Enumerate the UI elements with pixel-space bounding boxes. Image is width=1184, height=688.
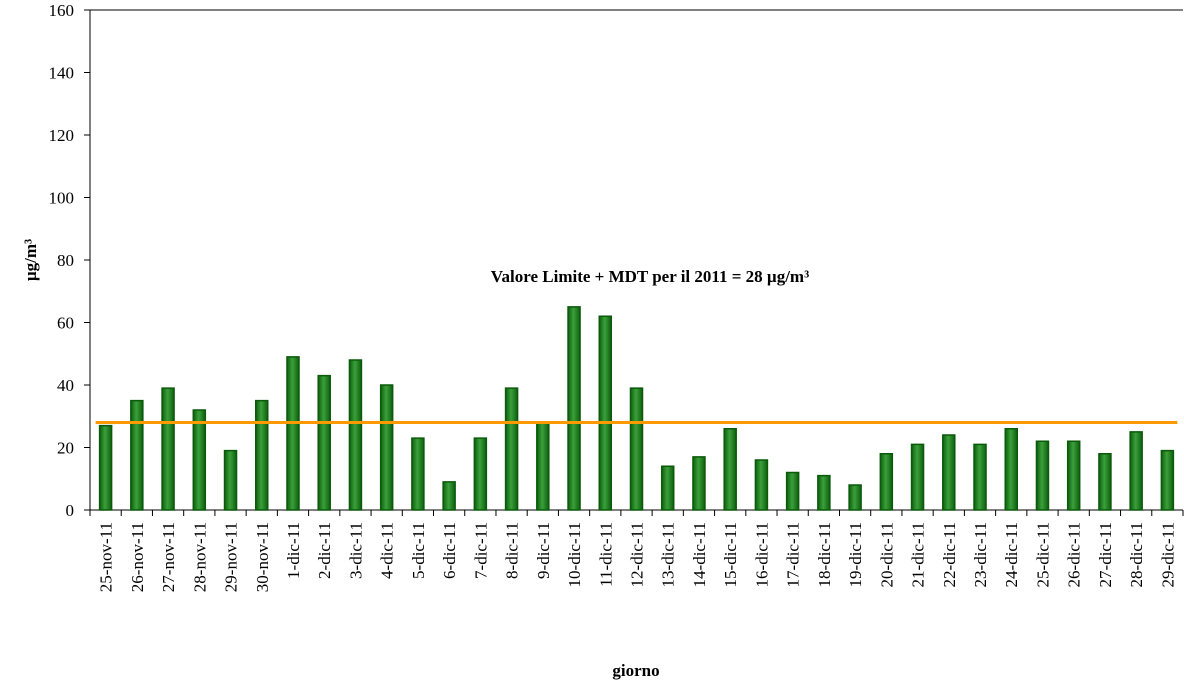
bar xyxy=(1035,440,1050,511)
y-tick-label: 80 xyxy=(57,251,74,270)
x-tick-label: 13-dic-11 xyxy=(659,522,678,587)
bar xyxy=(442,481,456,511)
x-tick-label: 18-dic-11 xyxy=(815,522,834,587)
bar xyxy=(255,399,269,511)
bar xyxy=(567,306,581,511)
bar xyxy=(1066,440,1081,511)
y-tick-label: 120 xyxy=(49,126,75,145)
x-tick-label: 6-dic-11 xyxy=(440,522,459,579)
x-tick-label: 14-dic-11 xyxy=(690,522,709,587)
bar xyxy=(1004,428,1018,511)
bar xyxy=(598,315,613,511)
x-tick-label: 25-nov-11 xyxy=(97,522,116,592)
x-tick-label: 21-dic-11 xyxy=(909,522,928,587)
y-tick-label: 40 xyxy=(57,376,74,395)
x-axis-title: giorno xyxy=(612,661,659,680)
x-tick-label: 20-dic-11 xyxy=(877,522,896,587)
bar xyxy=(723,428,737,511)
x-tick-label: 11-dic-11 xyxy=(596,522,615,587)
y-axis-title: µg/m³ xyxy=(21,239,40,281)
x-tick-label: 27-dic-11 xyxy=(1096,522,1115,587)
x-tick-label: 24-dic-11 xyxy=(1002,522,1021,587)
x-tick-label: 5-dic-11 xyxy=(409,522,428,579)
reference-label: Valore Limite + MDT per il 2011 = 28 µg/… xyxy=(491,267,809,286)
x-tick-label: 8-dic-11 xyxy=(503,522,522,579)
bar xyxy=(629,387,644,511)
bar xyxy=(348,359,363,511)
bar xyxy=(223,449,238,511)
bar xyxy=(192,409,207,511)
bar xyxy=(942,434,956,511)
x-tick-label: 12-dic-11 xyxy=(628,522,647,587)
y-tick-label: 60 xyxy=(57,314,74,333)
x-tick-label: 29-dic-11 xyxy=(1158,522,1177,587)
x-tick-label: 27-nov-11 xyxy=(159,522,178,592)
bar xyxy=(536,421,550,511)
x-tick-label: 1-dic-11 xyxy=(284,522,303,579)
bar xyxy=(411,437,425,511)
x-tick-label: 17-dic-11 xyxy=(784,522,803,587)
bar xyxy=(504,387,519,511)
x-tick-label: 26-dic-11 xyxy=(1065,522,1084,587)
bar xyxy=(848,484,862,511)
x-tick-label: 16-dic-11 xyxy=(752,522,771,587)
bar xyxy=(1160,449,1175,511)
bar xyxy=(785,471,800,511)
bar xyxy=(473,437,488,511)
y-tick-label: 20 xyxy=(57,439,74,458)
bar xyxy=(379,384,394,511)
x-tick-label: 10-dic-11 xyxy=(565,522,584,587)
bar xyxy=(692,456,706,511)
y-tick-label: 140 xyxy=(49,64,75,83)
x-tick-label: 15-dic-11 xyxy=(721,522,740,587)
bar xyxy=(286,356,300,511)
bar xyxy=(879,453,894,511)
x-tick-label: 4-dic-11 xyxy=(378,522,397,579)
bar xyxy=(98,424,113,511)
bar xyxy=(317,374,331,511)
x-tick-label: 7-dic-11 xyxy=(471,522,490,579)
x-tick-label: 30-nov-11 xyxy=(253,522,272,592)
bar xyxy=(1129,431,1143,511)
bar xyxy=(754,459,769,511)
x-tick-label: 3-dic-11 xyxy=(346,522,365,579)
bar xyxy=(910,443,925,511)
y-tick-label: 160 xyxy=(49,1,75,20)
bar xyxy=(973,443,987,511)
x-tick-label: 19-dic-11 xyxy=(846,522,865,587)
x-tick-label: 2-dic-11 xyxy=(315,522,334,579)
bar xyxy=(1098,453,1112,511)
bar xyxy=(161,387,175,511)
x-tick-label: 28-nov-11 xyxy=(190,522,209,592)
bar xyxy=(817,474,831,511)
bar xyxy=(130,399,144,511)
y-tick-label: 100 xyxy=(49,189,75,208)
x-tick-label: 26-nov-11 xyxy=(128,522,147,592)
bar xyxy=(660,465,675,511)
x-tick-label: 29-nov-11 xyxy=(222,522,241,592)
x-tick-label: 23-dic-11 xyxy=(971,522,990,587)
x-tick-label: 25-dic-11 xyxy=(1033,522,1052,587)
y-tick-label: 0 xyxy=(66,501,75,520)
x-tick-label: 22-dic-11 xyxy=(940,522,959,587)
x-tick-label: 28-dic-11 xyxy=(1127,522,1146,587)
x-tick-label: 9-dic-11 xyxy=(534,522,553,579)
